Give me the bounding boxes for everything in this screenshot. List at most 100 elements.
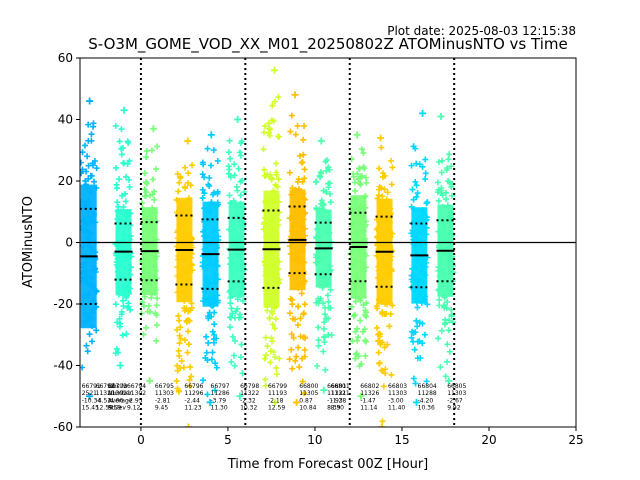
data-point: [122, 198, 129, 205]
data-point: [275, 176, 282, 183]
data-point: [81, 302, 88, 309]
data-point: [80, 227, 86, 234]
data-point: [229, 234, 236, 241]
data-point: [442, 236, 449, 243]
data-point: [299, 159, 306, 166]
data-point: [118, 151, 125, 158]
extreme-point: [86, 97, 94, 105]
data-point: [227, 287, 234, 294]
data-point: [184, 349, 191, 356]
data-point: [143, 154, 150, 161]
data-point: [148, 147, 155, 154]
data-point: [149, 290, 156, 297]
data-point: [88, 137, 95, 144]
data-point: [289, 297, 296, 304]
data-point: [143, 147, 150, 154]
data-point: [174, 235, 181, 242]
data-point: [123, 214, 130, 221]
data-point: [227, 174, 234, 181]
data-point: [205, 299, 212, 306]
data-point: [176, 340, 183, 347]
data-point: [125, 267, 132, 274]
data-point: [203, 202, 210, 209]
data-point: [446, 317, 453, 324]
stat-annotation: 66796: [184, 383, 203, 390]
data-point: [84, 234, 91, 241]
data-point: [295, 281, 302, 288]
data-point: [200, 228, 207, 235]
data-point: [362, 252, 369, 259]
data-point: [271, 263, 278, 270]
data-point: [439, 226, 446, 233]
data-point: [144, 233, 151, 240]
data-point: [84, 153, 91, 160]
data-point: [352, 281, 359, 288]
data-point: [266, 252, 273, 259]
data-point: [118, 308, 125, 315]
data-point: [412, 178, 419, 185]
data-point: [314, 363, 321, 369]
data-point: [91, 267, 98, 274]
data-point: [269, 215, 276, 222]
data-point: [212, 387, 219, 394]
data-point: [325, 298, 332, 305]
data-point: [381, 186, 388, 193]
data-point: [185, 170, 192, 177]
data-point: [226, 192, 233, 199]
stat-annotation: 11286: [211, 390, 230, 397]
data-point: [212, 257, 219, 264]
data-point: [269, 231, 276, 238]
data-point: [187, 364, 194, 371]
series-cloud: [225, 116, 248, 400]
data-point: [288, 227, 295, 234]
data-point: [376, 165, 383, 172]
data-point: [355, 275, 362, 282]
stat-annotation: 11320: [96, 390, 115, 397]
x-tick-label: 25: [568, 433, 583, 447]
stat-annotation: 9.59: [108, 405, 122, 412]
series-cloud: [434, 112, 457, 385]
data-point: [447, 211, 454, 218]
data-point: [357, 181, 364, 188]
data-point: [238, 266, 245, 273]
data-point: [113, 345, 120, 352]
data-point: [384, 189, 391, 196]
x-tick-label: 20: [481, 433, 496, 447]
data-point: [149, 176, 156, 183]
stat-annotation: -2.81: [155, 397, 171, 404]
chart-title: S-O3M_GOME_VOD_XX_M01_20250802Z ATOMinus…: [88, 35, 567, 54]
data-point: [378, 231, 385, 238]
data-point: [387, 257, 394, 264]
series-cloud: [347, 131, 370, 400]
data-point: [373, 252, 380, 259]
data-point: [204, 278, 211, 285]
stat-annotation: 10.32: [240, 405, 257, 412]
data-point: [174, 263, 181, 270]
y-tick-label: 20: [58, 174, 73, 188]
data-point: [358, 146, 365, 153]
data-point: [262, 272, 269, 279]
data-point: [116, 138, 123, 145]
data-point: [315, 300, 322, 307]
data-point: [351, 311, 358, 318]
data-point: [361, 165, 368, 172]
data-point: [182, 230, 189, 237]
data-point: [275, 266, 282, 273]
data-point: [323, 189, 330, 196]
stat-annotation: Number: [108, 390, 133, 397]
data-point: [273, 160, 280, 167]
data-point: [418, 238, 425, 245]
stat-annotation: 66800: [299, 383, 318, 390]
data-point: [199, 186, 206, 193]
data-point: [300, 136, 307, 143]
stat-annotations: 667912521-10.3415.456679211320-4.5312.59…: [82, 383, 467, 412]
data-point: [348, 223, 355, 230]
data-point: [233, 204, 240, 211]
data-point: [201, 246, 208, 253]
data-point: [267, 359, 274, 366]
series-cloud: [138, 125, 161, 385]
data-point: [128, 253, 135, 260]
data-point: [384, 209, 391, 216]
data-point: [120, 273, 127, 280]
stat-annotation: 66792: [96, 383, 115, 390]
